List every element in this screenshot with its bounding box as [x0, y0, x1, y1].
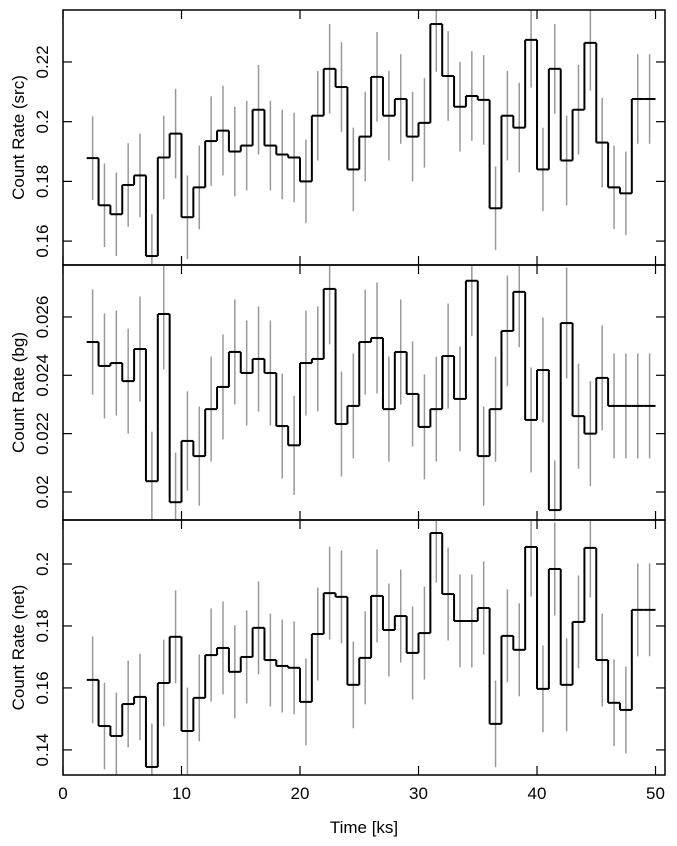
y-axis-label: Count Rate (src): [9, 75, 28, 200]
x-tick-label: 40: [528, 784, 547, 803]
y-tick-label: 0.02: [33, 475, 52, 508]
x-tick-label: 10: [172, 784, 191, 803]
y-tick-label: 0.2: [33, 552, 52, 576]
y-tick-label: 0.2: [33, 110, 52, 134]
y-tick-label: 0.026: [33, 296, 52, 339]
y-axis-label: Count Rate (net): [9, 585, 28, 711]
y-tick-label: 0.024: [33, 354, 52, 397]
x-tick-label: 0: [58, 784, 67, 803]
plot-frame: [62, 519, 666, 776]
y-tick-label: 0.022: [33, 412, 52, 455]
y-tick-label: 0.18: [33, 165, 52, 198]
y-tick-label: 0.22: [33, 45, 52, 78]
y-tick-label: 0.18: [33, 609, 52, 642]
x-tick-label: 30: [409, 784, 428, 803]
y-tick-label: 0.16: [33, 225, 52, 258]
x-tick-label: 20: [291, 784, 310, 803]
x-tick-label: 50: [646, 784, 665, 803]
y-tick-label: 0.16: [33, 671, 52, 704]
x-axis-label: Time [ks]: [330, 818, 398, 837]
y-axis-label: Count Rate (bg): [9, 332, 28, 453]
y-tick-label: 0.14: [33, 733, 52, 766]
